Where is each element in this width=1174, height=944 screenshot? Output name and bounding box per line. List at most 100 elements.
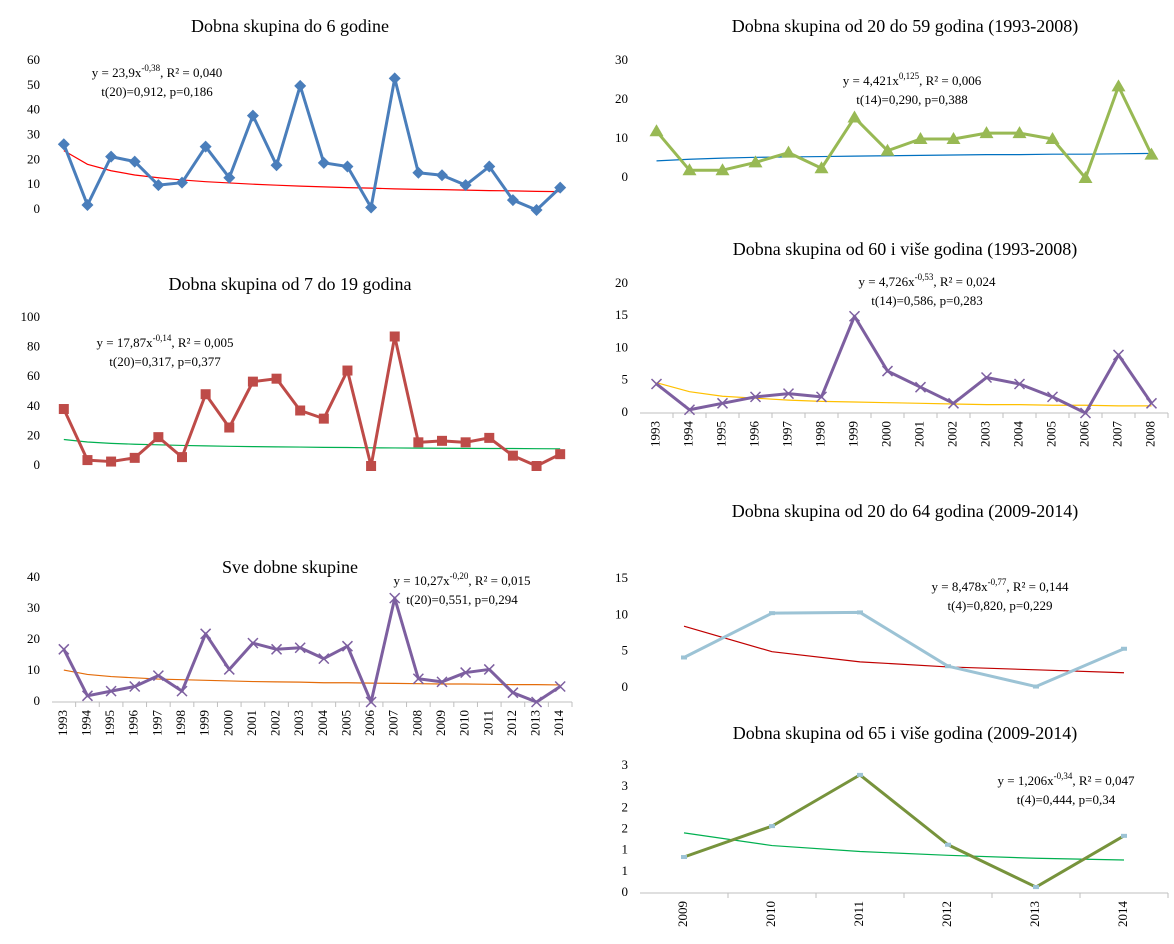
- equation-part: -0,38: [141, 63, 160, 73]
- data-point: [782, 388, 795, 400]
- y-tick-label: 80: [27, 339, 40, 354]
- data-point: [200, 389, 211, 400]
- test-statistic: t(4)=0,444, p=0,34: [1017, 792, 1116, 807]
- series-line: [683, 610, 1125, 689]
- data-point: [318, 653, 330, 665]
- equation: y = 10,27x-0,20, R² = 0,015: [394, 571, 531, 588]
- x-tick-label: 2001: [244, 710, 259, 736]
- x-tick-label: 2008: [409, 710, 424, 736]
- data-point: [716, 397, 729, 409]
- data-point: [437, 435, 447, 446]
- y-tick-label: 3: [622, 757, 629, 772]
- data-point: [1111, 79, 1126, 92]
- equation-part: -0,20: [450, 571, 469, 581]
- x-tick-label: 2013: [528, 710, 543, 736]
- chart-title: Dobna skupina od 60 i više godina (1993-…: [733, 239, 1077, 260]
- data-point: [947, 397, 960, 409]
- y-tick-label: 30: [27, 600, 40, 615]
- y-tick-label: 100: [21, 309, 41, 324]
- trend-line: [656, 152, 1152, 162]
- test-statistic: t(14)=0,290, p=0,388: [856, 92, 967, 107]
- equation: y = 1,206x-0,34, R² = 0,047: [998, 771, 1135, 788]
- data-point: [980, 371, 993, 384]
- equation-part: , R² = 0,047: [1072, 773, 1135, 788]
- x-tick-label: 2011: [851, 901, 866, 927]
- y-tick-label: 30: [615, 52, 628, 67]
- data-point: [341, 160, 354, 173]
- subchart: Dobna skupina od 7 do 19 godina 0 20 40 60 80…: [21, 274, 566, 472]
- data-point: [531, 461, 542, 471]
- data-point: [176, 685, 188, 697]
- data-point: [152, 179, 165, 192]
- data-point: [1045, 132, 1060, 144]
- data-point: [1121, 646, 1127, 651]
- data-point: [365, 201, 378, 214]
- y-tick-label: 0: [34, 201, 41, 216]
- data-point: [1079, 407, 1092, 419]
- y-tick-label: 0: [622, 679, 629, 694]
- data-point: [271, 373, 282, 384]
- data-point: [847, 110, 862, 123]
- data-point: [681, 855, 687, 860]
- x-tick-label: 2012: [504, 710, 519, 736]
- test-statistic: t(20)=0,551, p=0,294: [406, 592, 518, 607]
- data-point: [223, 663, 235, 675]
- data-point: [270, 159, 283, 172]
- y-tick-label: 15: [615, 570, 628, 585]
- data-point: [128, 155, 141, 168]
- equation-part: , R² = 0,006: [919, 73, 982, 88]
- data-point: [506, 194, 519, 207]
- test-statistic: t(20)=0,912, p=0,186: [101, 84, 213, 99]
- data-point: [769, 611, 775, 616]
- data-point: [1121, 833, 1127, 838]
- series-line: [62, 335, 561, 468]
- data-point: [177, 452, 187, 463]
- test-statistic: t(4)=0,820, p=0,229: [948, 598, 1053, 613]
- x-tick-label: 2010: [763, 901, 778, 927]
- y-tick-label: 0: [34, 457, 41, 472]
- equation-part: , R² = 0,015: [468, 573, 530, 588]
- trend-line: [63, 669, 561, 686]
- equation-part: y = 23,9x: [92, 65, 142, 80]
- equation-part: y = 4,421x: [843, 73, 900, 88]
- x-tick-label: 2002: [268, 710, 283, 736]
- x-tick-label: 2000: [878, 421, 893, 447]
- x-tick-label: 2004: [315, 710, 330, 737]
- data-point: [682, 163, 697, 176]
- data-point: [413, 437, 424, 448]
- x-tick-label: 1998: [812, 421, 827, 447]
- x-tick-label: 2009: [675, 901, 690, 927]
- test-statistic: t(20)=0,317, p=0,377: [109, 354, 221, 369]
- trend-line: [683, 832, 1125, 861]
- data-point: [105, 685, 117, 697]
- equation-part: , R² = 0,005: [171, 335, 233, 350]
- y-tick-label: 5: [622, 643, 629, 658]
- data-point: [129, 452, 140, 463]
- equation-part: y = 17,87x: [97, 335, 154, 350]
- y-tick-label: 5: [622, 372, 629, 387]
- data-point: [176, 176, 188, 189]
- x-tick-label: 2000: [220, 710, 235, 736]
- equation: y = 4,726x-0,53, R² = 0,024: [859, 272, 996, 289]
- data-point: [105, 150, 118, 163]
- data-point: [318, 413, 329, 424]
- x-tick-label: 2005: [338, 710, 353, 736]
- subchart: Dobna skupina od 65 i više godina (2009-…: [622, 723, 1169, 927]
- y-tick-label: 40: [27, 569, 40, 584]
- data-point: [459, 179, 472, 192]
- chart-title: Dobna skupina od 20 do 59 godina (1993-2…: [732, 16, 1078, 37]
- x-tick-label: 2014: [1115, 901, 1130, 928]
- data-point: [555, 449, 566, 460]
- x-tick-label: 2011: [480, 710, 495, 736]
- y-tick-label: 0: [34, 693, 41, 708]
- data-point: [247, 637, 259, 649]
- data-point: [1013, 378, 1026, 390]
- x-tick-label: 1996: [126, 710, 141, 737]
- y-tick-label: 0: [622, 884, 629, 899]
- data-point: [412, 166, 425, 179]
- x-tick-label: 1997: [149, 710, 164, 737]
- data-point: [945, 842, 951, 847]
- y-tick-label: 40: [27, 398, 40, 413]
- data-point: [247, 376, 258, 387]
- data-point: [1033, 885, 1039, 890]
